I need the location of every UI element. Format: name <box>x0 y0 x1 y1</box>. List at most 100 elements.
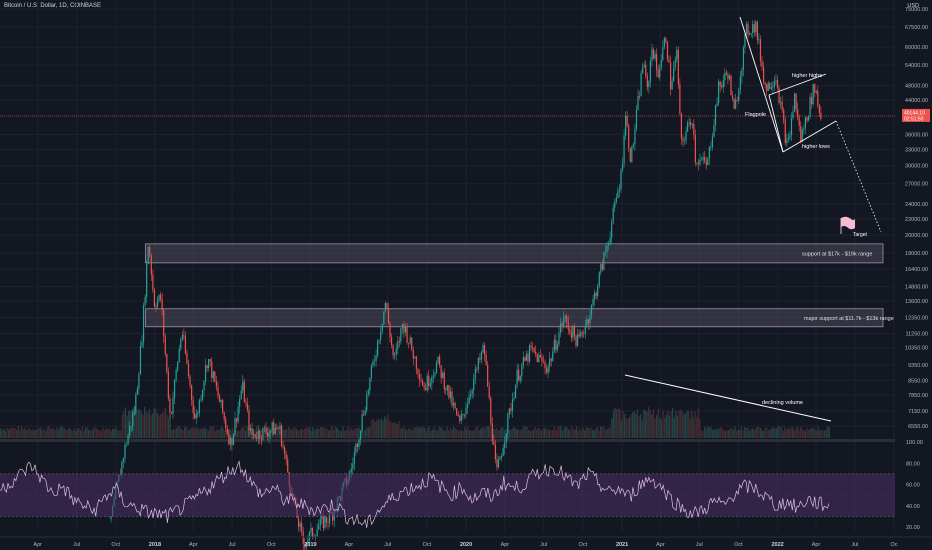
volume-bar <box>89 430 91 438</box>
candle-body <box>408 342 410 344</box>
volume-bar <box>771 427 773 438</box>
candle-body <box>271 422 273 431</box>
volume-bar <box>1 430 3 438</box>
candle-body <box>798 117 800 126</box>
volume-bar <box>569 429 571 438</box>
volume-bar <box>200 428 202 438</box>
volume-bar <box>393 422 395 438</box>
price-tick-label: 12350.00 <box>905 316 928 322</box>
volume-bar <box>744 427 746 438</box>
candle-body <box>223 412 225 420</box>
volume-bar <box>131 410 133 438</box>
time-tick-label: Jul <box>384 542 391 548</box>
candle-body <box>490 397 492 424</box>
volume-bar <box>326 428 328 438</box>
candle-body <box>804 117 807 129</box>
volume-bar <box>366 427 368 438</box>
volume-bar <box>321 427 323 438</box>
price-tick-label: 14800.00 <box>905 285 928 291</box>
volume-bar <box>46 427 48 438</box>
candle-body <box>364 410 366 415</box>
candle-body <box>505 433 507 443</box>
candle-body <box>440 365 442 378</box>
volume-bar <box>628 417 631 438</box>
volume-bar <box>715 428 717 438</box>
candle-body <box>172 397 174 414</box>
candle-body <box>184 336 187 354</box>
volume-bar <box>518 429 520 438</box>
candle-body <box>367 390 369 395</box>
price-tick-label: 67500.00 <box>905 25 928 31</box>
price-tick-label: 75000.00 <box>905 7 928 13</box>
candle-body <box>214 371 216 382</box>
candle-body <box>445 389 447 391</box>
declining-volume-line <box>624 374 832 422</box>
rsi-tick-label: 80.00 <box>906 461 920 467</box>
candle-body <box>482 344 484 353</box>
candle-body <box>129 426 131 436</box>
volume-bar <box>35 429 37 438</box>
volume-bar <box>312 427 314 438</box>
volume-bar <box>136 410 138 438</box>
volume-bar <box>662 410 664 438</box>
candle-body <box>803 128 805 130</box>
channel-bottom-line <box>782 120 837 153</box>
candle-body <box>679 84 681 114</box>
candle-body <box>229 437 231 445</box>
volume-bar <box>379 419 381 438</box>
volume-bar <box>385 417 387 438</box>
volume-bar <box>681 411 683 438</box>
candle-body <box>693 123 695 136</box>
volume-bar <box>193 428 195 438</box>
time-tick-label: Apr <box>812 542 821 548</box>
volume-bar <box>297 430 299 438</box>
candle-body <box>411 337 413 350</box>
volume-bar <box>446 426 448 438</box>
volume-bar <box>806 428 808 438</box>
volume-bar <box>328 430 330 438</box>
volume-bar <box>747 427 749 438</box>
volume-bar <box>411 430 413 438</box>
price-tick-label: 27000.00 <box>905 182 928 188</box>
candle-body <box>718 81 720 104</box>
volume-bar <box>129 411 131 438</box>
volume-bar <box>462 430 464 438</box>
volume-bar <box>536 429 538 438</box>
support-zone-label: support at $17k - $19k range <box>802 251 872 257</box>
candle-body <box>790 118 793 136</box>
volume-bar <box>473 430 475 438</box>
candle-body <box>372 361 374 366</box>
volume-bar <box>161 413 163 438</box>
time-tick-label: Oct <box>579 542 588 548</box>
volume-bar <box>702 430 704 438</box>
candle-body <box>690 122 692 125</box>
candle-body <box>266 432 269 437</box>
candle-body <box>773 81 776 87</box>
volume-bar <box>676 415 679 438</box>
volume-bar <box>712 429 714 438</box>
candle-body <box>657 69 659 78</box>
volume-bar <box>420 427 423 438</box>
candle-body <box>736 99 738 101</box>
candle-body <box>308 532 311 541</box>
candle-body <box>618 189 621 191</box>
time-tick-label: 2021 <box>616 542 628 548</box>
volume-bar <box>206 429 208 438</box>
volume-bar <box>601 426 603 438</box>
volume-bar <box>707 426 709 438</box>
volume-bar <box>195 427 197 438</box>
volume-bar <box>377 418 379 438</box>
volume-bar <box>596 426 599 438</box>
candle-body <box>377 340 379 356</box>
volume-bar <box>156 413 159 438</box>
volume-bar <box>800 426 802 438</box>
volume-bar <box>49 428 51 438</box>
volume-bar <box>696 417 698 438</box>
candle-body <box>634 128 636 145</box>
volume-bar <box>617 408 619 438</box>
candle-body <box>208 359 210 369</box>
candle-body <box>806 117 808 121</box>
volume-bar <box>248 427 250 438</box>
volume-bar <box>729 427 731 438</box>
